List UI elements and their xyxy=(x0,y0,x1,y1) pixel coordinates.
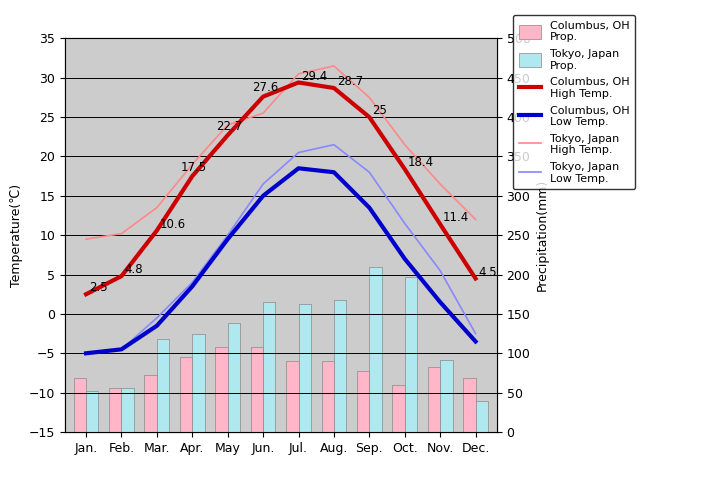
Bar xyxy=(251,347,263,432)
Bar xyxy=(180,357,192,432)
Bar xyxy=(392,385,405,432)
Bar xyxy=(157,339,169,432)
Text: 28.7: 28.7 xyxy=(337,75,363,88)
Bar xyxy=(145,375,157,432)
Bar xyxy=(463,378,475,432)
Text: 29.4: 29.4 xyxy=(301,70,328,83)
Bar xyxy=(215,347,228,432)
Bar xyxy=(475,401,488,432)
Bar xyxy=(405,277,417,432)
Text: 25: 25 xyxy=(372,104,387,117)
Bar xyxy=(369,267,382,432)
Bar xyxy=(428,368,440,432)
Bar xyxy=(322,361,334,432)
Bar xyxy=(263,302,276,432)
Bar xyxy=(228,324,240,432)
Text: 10.6: 10.6 xyxy=(160,218,186,231)
Text: 4.5: 4.5 xyxy=(478,266,497,279)
Text: 2.5: 2.5 xyxy=(89,281,107,294)
Text: 27.6: 27.6 xyxy=(252,81,278,94)
Bar xyxy=(440,360,453,432)
Y-axis label: Temperature(℃): Temperature(℃) xyxy=(10,184,23,287)
Bar xyxy=(73,378,86,432)
Text: 18.4: 18.4 xyxy=(408,156,433,169)
Text: 4.8: 4.8 xyxy=(125,264,143,276)
Bar xyxy=(192,334,204,432)
Bar xyxy=(286,361,299,432)
Bar xyxy=(299,304,311,432)
Text: 17.5: 17.5 xyxy=(181,161,207,174)
Bar xyxy=(334,300,346,432)
Text: 11.4: 11.4 xyxy=(443,211,469,225)
Bar xyxy=(109,388,122,432)
Text: 22.7: 22.7 xyxy=(217,120,243,132)
Y-axis label: Precipitation(mm): Precipitation(mm) xyxy=(536,179,549,291)
Legend: Columbus, OH
Prop., Tokyo, Japan
Prop., Columbus, OH
High Temp., Columbus, OH
Lo: Columbus, OH Prop., Tokyo, Japan Prop., … xyxy=(513,15,635,189)
Bar xyxy=(357,371,369,432)
Bar xyxy=(122,388,134,432)
Bar xyxy=(86,391,99,432)
